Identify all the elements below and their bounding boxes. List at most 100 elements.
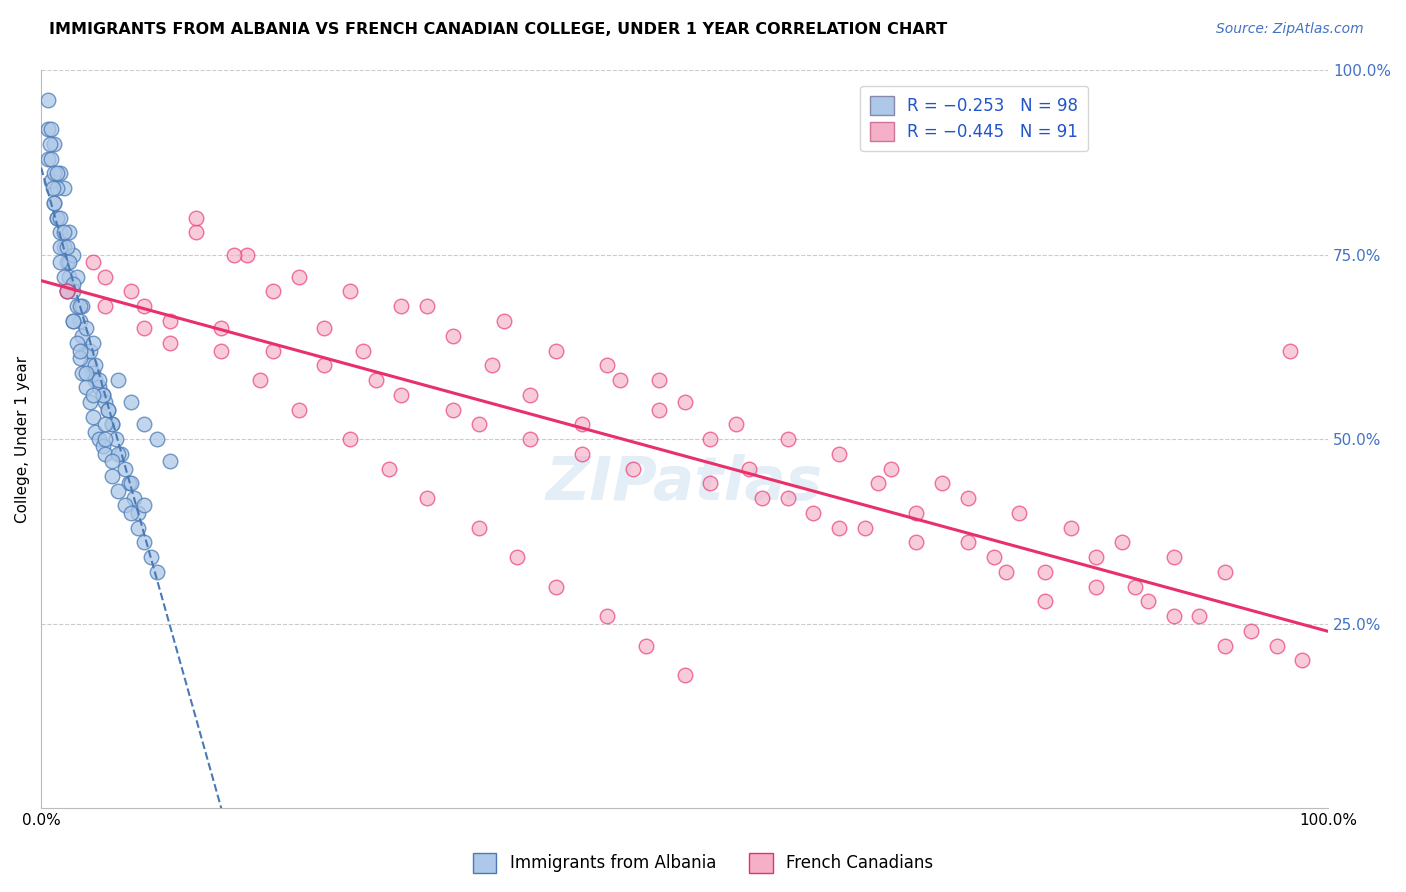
Point bbox=[82, 388, 104, 402]
Point bbox=[209, 343, 232, 358]
Point bbox=[506, 550, 529, 565]
Text: Source: ZipAtlas.com: Source: ZipAtlas.com bbox=[1216, 22, 1364, 37]
Point bbox=[139, 550, 162, 565]
Point bbox=[120, 285, 142, 299]
Point bbox=[905, 535, 928, 549]
Point bbox=[45, 181, 67, 195]
Point bbox=[209, 321, 232, 335]
Point bbox=[776, 432, 799, 446]
Point bbox=[75, 380, 97, 394]
Point bbox=[53, 269, 76, 284]
Point bbox=[37, 122, 59, 136]
Point bbox=[352, 343, 374, 358]
Point bbox=[56, 255, 79, 269]
Point bbox=[49, 240, 72, 254]
Point bbox=[53, 226, 76, 240]
Point bbox=[101, 454, 124, 468]
Point bbox=[120, 476, 142, 491]
Point bbox=[828, 521, 851, 535]
Point bbox=[122, 491, 145, 505]
Point bbox=[146, 565, 169, 579]
Point bbox=[866, 476, 889, 491]
Point bbox=[467, 417, 489, 432]
Point bbox=[58, 255, 80, 269]
Point bbox=[441, 402, 464, 417]
Point bbox=[56, 240, 79, 254]
Point bbox=[66, 269, 89, 284]
Point bbox=[120, 506, 142, 520]
Point bbox=[66, 336, 89, 351]
Point bbox=[879, 461, 901, 475]
Text: IMMIGRANTS FROM ALBANIA VS FRENCH CANADIAN COLLEGE, UNDER 1 YEAR CORRELATION CHA: IMMIGRANTS FROM ALBANIA VS FRENCH CANADI… bbox=[49, 22, 948, 37]
Point bbox=[596, 358, 619, 372]
Point bbox=[101, 417, 124, 432]
Point bbox=[828, 447, 851, 461]
Point bbox=[62, 285, 84, 299]
Point bbox=[37, 93, 59, 107]
Point bbox=[132, 321, 155, 335]
Point bbox=[120, 395, 142, 409]
Point bbox=[87, 380, 110, 394]
Legend: Immigrants from Albania, French Canadians: Immigrants from Albania, French Canadian… bbox=[467, 847, 939, 880]
Point bbox=[110, 447, 132, 461]
Point bbox=[75, 366, 97, 380]
Point bbox=[699, 432, 721, 446]
Point bbox=[69, 351, 91, 365]
Point bbox=[481, 358, 503, 372]
Point bbox=[41, 174, 63, 188]
Point bbox=[391, 299, 413, 313]
Point bbox=[75, 321, 97, 335]
Point bbox=[673, 395, 696, 409]
Point bbox=[441, 328, 464, 343]
Point bbox=[56, 285, 79, 299]
Point bbox=[82, 409, 104, 424]
Point bbox=[236, 247, 259, 261]
Point bbox=[56, 285, 79, 299]
Point bbox=[82, 255, 104, 269]
Point bbox=[69, 314, 91, 328]
Point bbox=[544, 343, 567, 358]
Point bbox=[62, 277, 84, 291]
Point bbox=[97, 402, 120, 417]
Point bbox=[1085, 580, 1108, 594]
Point bbox=[287, 269, 309, 284]
Point bbox=[184, 226, 207, 240]
Point bbox=[1033, 594, 1056, 608]
Point bbox=[1136, 594, 1159, 608]
Point bbox=[58, 226, 80, 240]
Point bbox=[84, 373, 107, 387]
Point bbox=[905, 506, 928, 520]
Point bbox=[62, 247, 84, 261]
Point bbox=[931, 476, 953, 491]
Point bbox=[983, 550, 1005, 565]
Point bbox=[853, 521, 876, 535]
Point bbox=[1123, 580, 1146, 594]
Point bbox=[391, 388, 413, 402]
Point bbox=[42, 136, 65, 151]
Point bbox=[58, 269, 80, 284]
Point bbox=[114, 499, 136, 513]
Point bbox=[94, 299, 117, 313]
Point bbox=[94, 432, 117, 446]
Point bbox=[159, 314, 181, 328]
Point bbox=[42, 166, 65, 180]
Point bbox=[97, 402, 120, 417]
Point bbox=[314, 321, 336, 335]
Point bbox=[416, 491, 439, 505]
Point bbox=[91, 388, 114, 402]
Point bbox=[84, 358, 107, 372]
Point bbox=[75, 343, 97, 358]
Point bbox=[224, 247, 246, 261]
Point bbox=[1265, 639, 1288, 653]
Point bbox=[1240, 624, 1263, 638]
Y-axis label: College, Under 1 year: College, Under 1 year bbox=[15, 356, 30, 523]
Point bbox=[519, 432, 541, 446]
Point bbox=[339, 432, 361, 446]
Point bbox=[673, 668, 696, 682]
Point bbox=[159, 336, 181, 351]
Point bbox=[82, 366, 104, 380]
Point bbox=[42, 195, 65, 210]
Point bbox=[101, 417, 124, 432]
Point bbox=[339, 285, 361, 299]
Point bbox=[287, 402, 309, 417]
